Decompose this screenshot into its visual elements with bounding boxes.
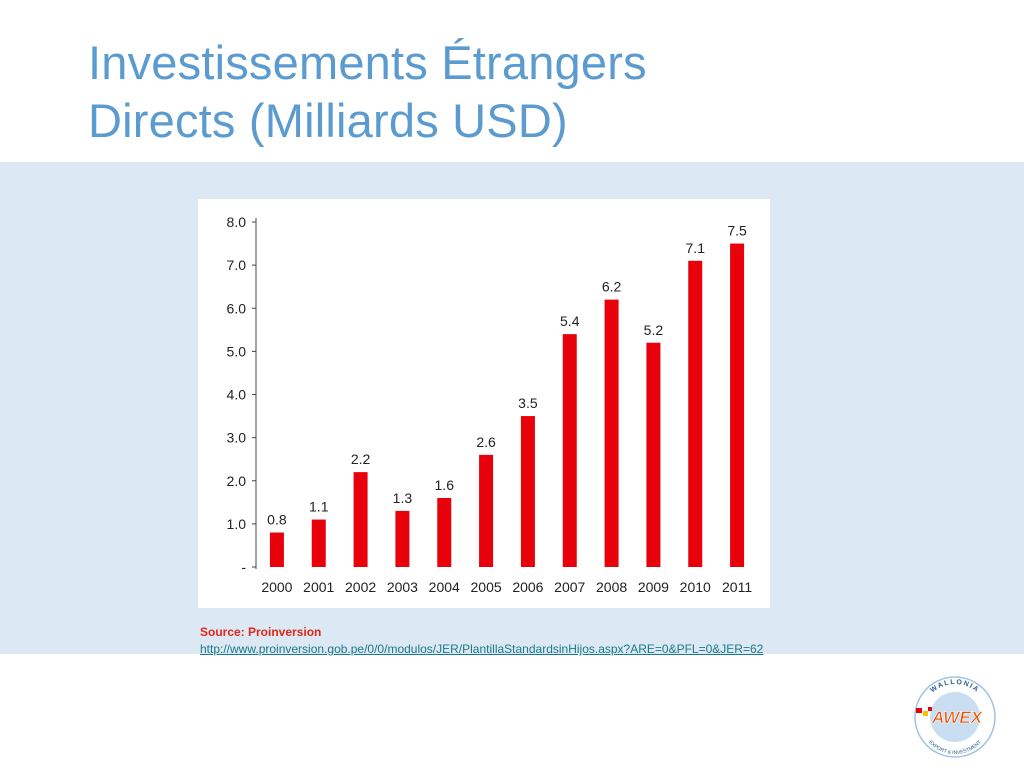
bar-2011: [730, 243, 745, 567]
bar-chart: - 1.0 2.0 3.0 4.0 5.0 6.0 7.0 8.0 0.8 2000 1.1 2001 2…: [227, 214, 753, 595]
data-label-2002: 2.2: [351, 451, 371, 467]
source-link[interactable]: http://www.proinversion.gob.pe/0/0/modul…: [200, 642, 764, 656]
y-tick-label: 5.0: [227, 343, 247, 359]
data-label-2010: 7.1: [686, 240, 706, 256]
title-line-1: Investissements Étrangers: [88, 36, 647, 89]
x-tick-label-2006: 2006: [512, 579, 543, 595]
logo-wordmark: AWEX: [931, 708, 984, 727]
logo-flag-yellow: [923, 711, 928, 716]
bar-2003: [395, 510, 410, 567]
x-tick-label-2000: 2000: [261, 579, 292, 595]
x-tick-label-2001: 2001: [303, 579, 334, 595]
source-block: Source: Proinversion http://www.proinver…: [200, 624, 763, 658]
data-label-2000: 0.8: [267, 512, 287, 528]
bar-2008: [604, 299, 619, 567]
x-tick-label-2007: 2007: [554, 579, 585, 595]
logo-flag-red: [916, 708, 922, 713]
y-tick-label: 7.0: [227, 257, 247, 273]
data-label-2003: 1.3: [393, 490, 413, 506]
x-tick-label-2002: 2002: [345, 579, 376, 595]
x-tick-label-2003: 2003: [387, 579, 418, 595]
x-tick-label-2009: 2009: [638, 579, 669, 595]
y-tick-label: 3.0: [227, 430, 247, 446]
bar-2005: [479, 454, 494, 567]
data-label-2005: 2.6: [476, 434, 496, 450]
x-tick-label-2004: 2004: [429, 579, 460, 595]
title-line-2: Directs (Milliards USD): [88, 94, 568, 147]
data-label-2004: 1.6: [435, 477, 455, 493]
x-tick-label-2011: 2011: [722, 579, 752, 595]
data-label-2009: 5.2: [644, 322, 664, 338]
slide-title: Investissements Étrangers Directs (Milli…: [88, 34, 647, 150]
bar-2000: [269, 532, 284, 567]
y-tick-label: 6.0: [227, 300, 247, 316]
data-label-2011: 7.5: [727, 223, 747, 239]
bar-2002: [353, 472, 368, 567]
bar-2010: [688, 260, 703, 567]
data-label-2001: 1.1: [309, 499, 329, 515]
wallonia-logo: WALLONIA EXPORT & INVESTMENT AWEX: [914, 676, 996, 758]
bar-2009: [646, 342, 661, 567]
data-label-2008: 6.2: [602, 279, 622, 295]
x-tick-label-2005: 2005: [471, 579, 502, 595]
y-tick-label: 4.0: [227, 387, 247, 403]
x-tick-label-2010: 2010: [680, 579, 711, 595]
logo-flag-red-small: [928, 707, 932, 711]
data-label-2007: 5.4: [560, 313, 580, 329]
bar-2004: [437, 498, 452, 567]
source-label: Source: Proinversion: [200, 625, 322, 639]
y-tick-label: -: [241, 559, 246, 575]
logo-globe: [930, 692, 980, 742]
y-tick-label: 1.0: [227, 516, 247, 532]
bar-2006: [520, 416, 535, 567]
bar-2001: [311, 519, 326, 567]
y-tick-label: 2.0: [227, 473, 247, 489]
x-tick-label-2008: 2008: [596, 579, 627, 595]
y-tick-label: 8.0: [227, 214, 247, 230]
chart-panel: - 1.0 2.0 3.0 4.0 5.0 6.0 7.0 8.0 0.8 2000 1.1 2001 2…: [198, 199, 770, 608]
bar-2007: [562, 334, 577, 567]
data-label-2006: 3.5: [518, 395, 538, 411]
